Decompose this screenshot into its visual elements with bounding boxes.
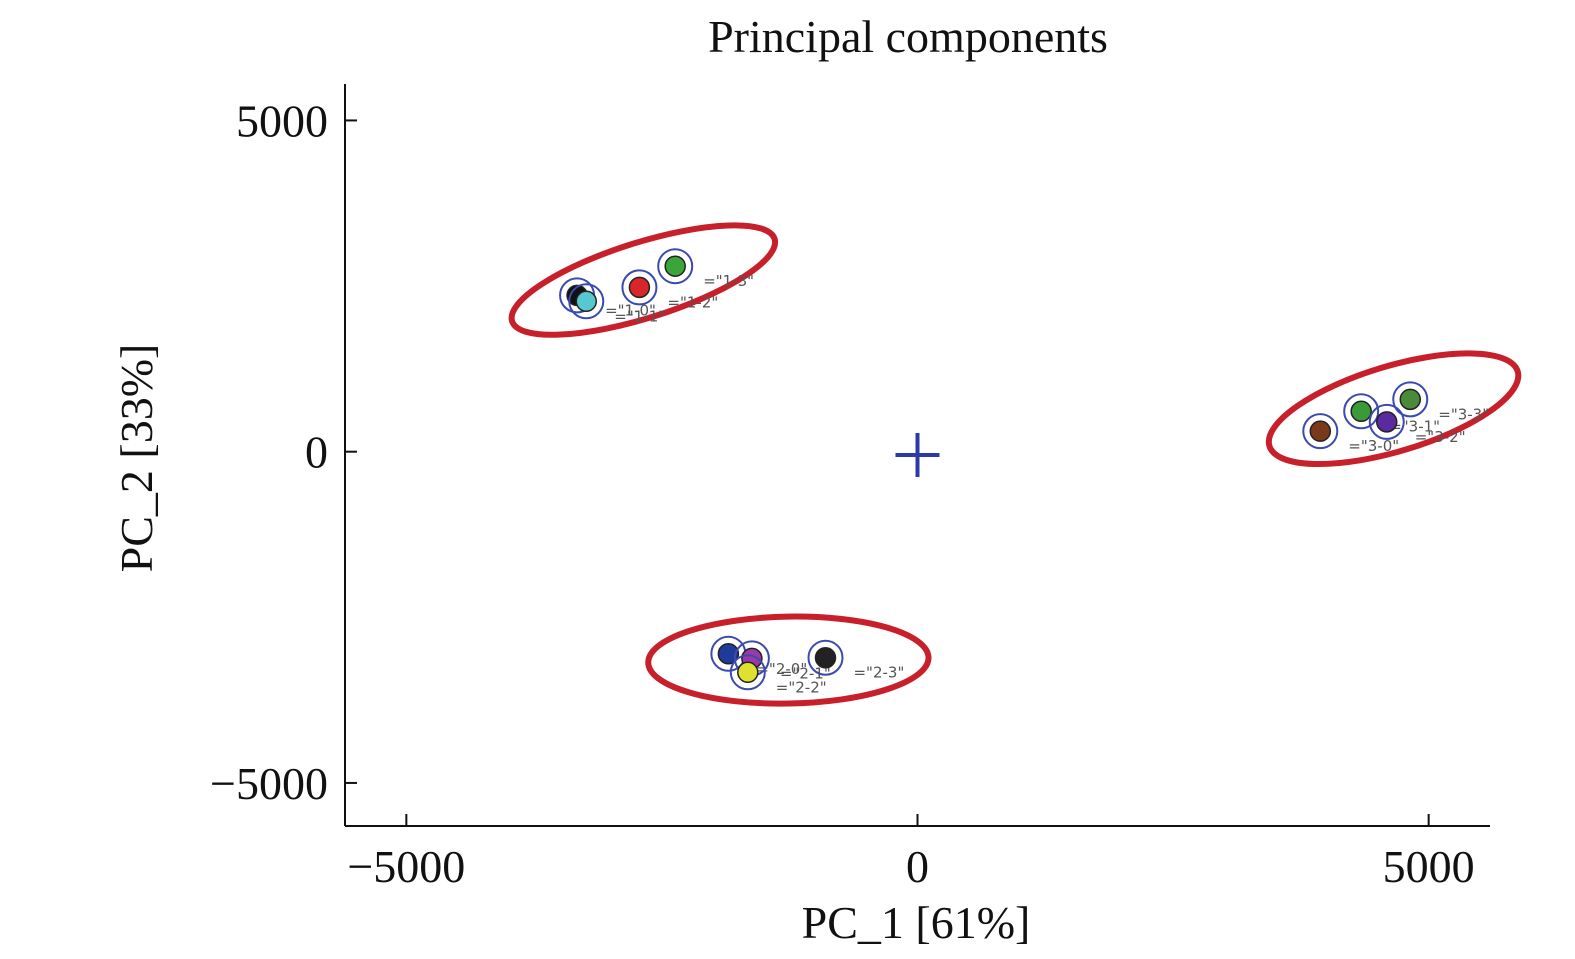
sample-ring (1302, 413, 1339, 450)
sample-label: ="2-0" (756, 660, 807, 678)
sample-point (664, 255, 686, 277)
y-tick-label: 5000 (236, 95, 328, 146)
sample-label: ="2-1" (780, 664, 831, 682)
sample-point (628, 276, 651, 299)
sample-ring (807, 639, 844, 676)
sample-label: ="1-3" (703, 272, 754, 290)
sample-ring (729, 654, 766, 691)
sample-point (814, 646, 837, 669)
x-tick-label: −5000 (347, 841, 465, 892)
sample-point (717, 643, 740, 665)
sample-point (1399, 388, 1422, 411)
y-tick-label: 0 (305, 427, 328, 478)
sample-point (1350, 400, 1372, 423)
x-tick-label: 0 (906, 841, 929, 892)
group-1-ellipse (508, 222, 779, 338)
sample-ring (1368, 403, 1405, 440)
sample-point (737, 661, 759, 684)
group-2-ellipse (645, 613, 932, 707)
sample-ring (568, 283, 605, 320)
sample-label: ="1-2" (667, 293, 718, 311)
y-axis-label: PC_2 [33%] (111, 344, 162, 573)
sample-label: ="1-1" (614, 307, 665, 325)
sample-ring (1392, 381, 1429, 418)
sample-label: ="2-2" (776, 678, 827, 696)
sample-ring (621, 269, 658, 306)
sample-ring (1343, 393, 1380, 430)
sample-label: ="3-3" (1438, 405, 1489, 423)
group-3-ellipse (1265, 350, 1522, 468)
sample-label: ="3-0" (1348, 437, 1399, 455)
sample-label: ="1-0" (605, 301, 656, 319)
sample-label: ="3-2" (1415, 428, 1466, 446)
sample-label: ="2-3" (853, 664, 904, 682)
sample-point (1309, 420, 1332, 442)
clusters-layer: ="1-0"="1-1"="1-2"="1-3"="2-0"="2-1"="2-… (508, 222, 1522, 707)
sample-point (575, 290, 598, 313)
y-tick-label: −5000 (210, 758, 328, 809)
chart-title: Principal components (708, 11, 1108, 62)
sample-ring (657, 248, 694, 285)
x-axis-label: PC_1 [61%] (802, 897, 1031, 948)
x-tick-label: 5000 (1383, 841, 1475, 892)
ticks-layer: −5000 0 5000 5000 0 −5000 (210, 95, 1475, 892)
sample-point (1375, 411, 1398, 433)
